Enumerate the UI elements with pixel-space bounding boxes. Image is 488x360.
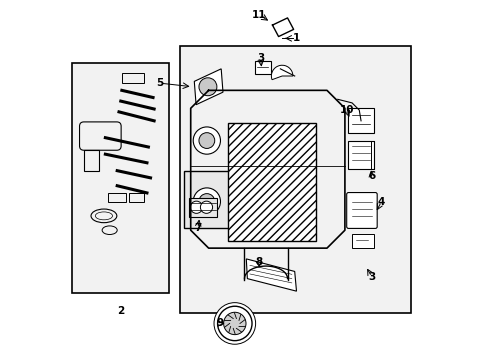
Circle shape <box>193 188 220 215</box>
Circle shape <box>214 303 255 344</box>
Text: 9: 9 <box>216 319 223 328</box>
Bar <box>183 171 230 228</box>
Wedge shape <box>271 65 292 80</box>
Text: 1: 1 <box>292 33 300 43</box>
Bar <box>348 108 373 134</box>
Text: 2: 2 <box>117 306 124 316</box>
Bar <box>188 198 217 217</box>
FancyBboxPatch shape <box>346 193 376 228</box>
Circle shape <box>199 78 217 96</box>
Text: 3: 3 <box>257 53 264 63</box>
Circle shape <box>223 312 245 335</box>
Bar <box>228 123 316 241</box>
Polygon shape <box>194 69 223 105</box>
Bar <box>351 234 373 248</box>
Text: 10: 10 <box>339 105 353 115</box>
Circle shape <box>200 201 212 213</box>
Bar <box>129 193 144 202</box>
Polygon shape <box>272 18 293 37</box>
Bar <box>348 140 373 169</box>
Text: 7: 7 <box>194 224 201 233</box>
Bar <box>254 60 270 74</box>
Circle shape <box>217 306 251 341</box>
Bar <box>83 150 99 171</box>
Text: 11: 11 <box>252 10 266 20</box>
Text: 4: 4 <box>377 197 385 207</box>
Bar <box>180 45 410 313</box>
Text: 8: 8 <box>255 257 262 267</box>
Circle shape <box>190 201 202 213</box>
Polygon shape <box>246 259 296 291</box>
Text: 3: 3 <box>367 272 375 282</box>
Bar <box>107 193 126 202</box>
Text: 5: 5 <box>156 78 163 88</box>
Bar <box>122 73 144 83</box>
Circle shape <box>193 127 220 154</box>
Circle shape <box>199 194 214 210</box>
Bar <box>72 63 169 293</box>
Circle shape <box>199 133 214 148</box>
Text: 6: 6 <box>367 171 375 181</box>
